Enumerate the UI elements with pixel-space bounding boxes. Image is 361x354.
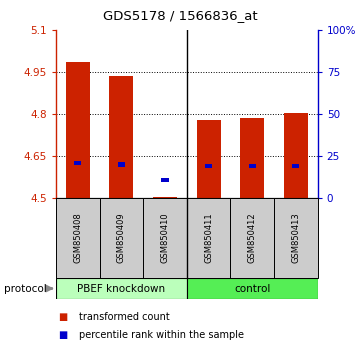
- Bar: [56, 278, 187, 299]
- Bar: [100, 198, 143, 278]
- Text: percentile rank within the sample: percentile rank within the sample: [79, 330, 244, 339]
- Bar: [109, 76, 133, 198]
- Bar: [205, 164, 212, 168]
- Bar: [230, 198, 274, 278]
- Bar: [66, 62, 90, 198]
- Bar: [118, 162, 125, 167]
- Bar: [187, 198, 230, 278]
- Bar: [56, 198, 100, 278]
- Text: GDS5178 / 1566836_at: GDS5178 / 1566836_at: [103, 9, 258, 22]
- Bar: [292, 164, 300, 168]
- Text: GSM850413: GSM850413: [291, 213, 300, 263]
- Text: ■: ■: [58, 312, 67, 322]
- Bar: [249, 164, 256, 168]
- Text: protocol: protocol: [4, 284, 46, 293]
- Text: GSM850412: GSM850412: [248, 213, 257, 263]
- Bar: [161, 178, 169, 182]
- Bar: [143, 198, 187, 278]
- Bar: [284, 113, 308, 198]
- Bar: [240, 118, 264, 198]
- Bar: [197, 120, 221, 198]
- Text: PBEF knockdown: PBEF knockdown: [77, 284, 165, 293]
- Text: GSM850411: GSM850411: [204, 213, 213, 263]
- Bar: [274, 198, 318, 278]
- Bar: [74, 161, 81, 165]
- Text: ■: ■: [58, 330, 67, 339]
- Text: control: control: [234, 284, 270, 293]
- Text: GSM850408: GSM850408: [73, 213, 82, 263]
- Text: GSM850410: GSM850410: [161, 213, 170, 263]
- Bar: [187, 278, 318, 299]
- Text: transformed count: transformed count: [79, 312, 170, 322]
- Text: GSM850409: GSM850409: [117, 213, 126, 263]
- Bar: [153, 197, 177, 198]
